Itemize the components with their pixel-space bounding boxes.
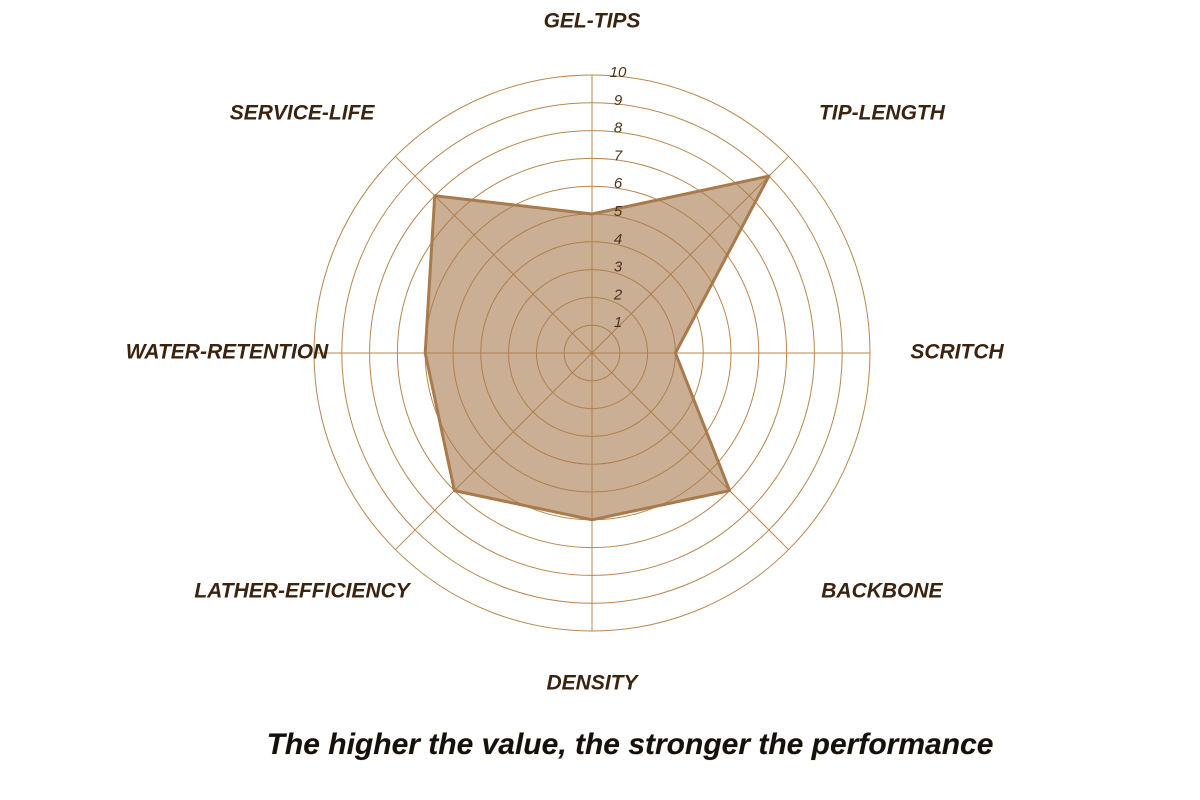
r-tick-label: 7	[614, 147, 623, 164]
r-tick-label: 3	[614, 259, 623, 276]
r-tick-label: 1	[614, 314, 622, 331]
category-label: SERVICE-LIFE	[230, 102, 376, 125]
r-tick-label: 8	[614, 120, 623, 137]
category-label: TIP-LENGTH	[819, 102, 946, 125]
r-tick-label: 4	[614, 231, 622, 248]
r-tick-label: 9	[614, 92, 623, 109]
chart-title: The higher the value, the stronger the p…	[267, 728, 994, 761]
category-label: LATHER-EFFICIENCY	[194, 580, 411, 603]
r-tick-label: 10	[610, 64, 627, 81]
r-tick-label: 2	[613, 286, 623, 303]
category-label: SCRITCH	[910, 341, 1004, 364]
r-tick-label: 5	[614, 203, 623, 220]
radar-area	[423, 174, 771, 522]
r-tick-label: 6	[614, 175, 623, 192]
category-label: BACKBONE	[821, 580, 943, 603]
category-label: DENSITY	[546, 672, 639, 695]
category-label: WATER-RETENTION	[126, 341, 329, 364]
category-label: GEL-TIPS	[544, 10, 641, 33]
